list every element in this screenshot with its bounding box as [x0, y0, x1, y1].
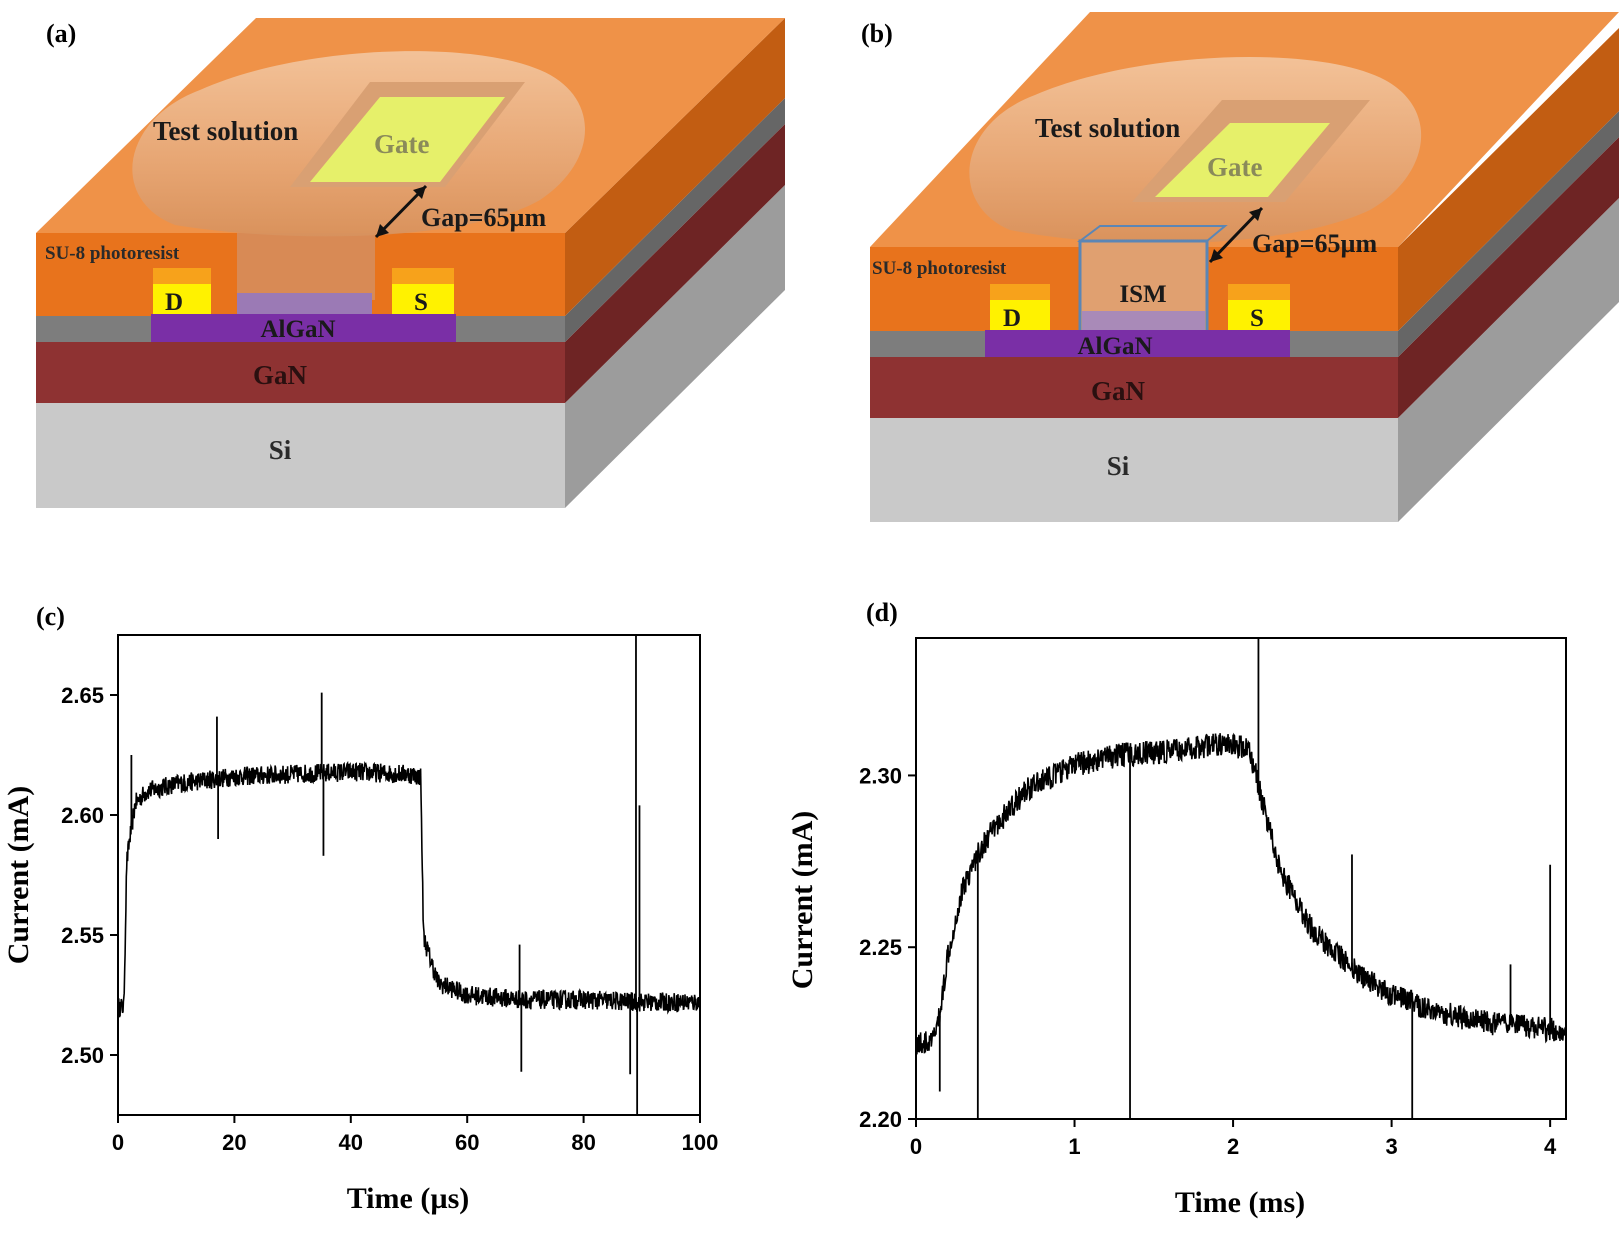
gap-arrow-head-2	[413, 186, 426, 199]
gap-arrow-head-2	[1249, 208, 1262, 221]
chart-c-y-axis-label: Current (mA)	[2, 786, 35, 965]
chart-c-y-tick-label: 2.65	[61, 683, 104, 708]
gan-layer-side	[565, 124, 785, 403]
gan-layer-front	[36, 342, 565, 403]
chart-d-y-tick-label: 2.30	[859, 763, 902, 788]
source-label: S	[414, 289, 428, 316]
chart-d-plot-frame	[915, 637, 1567, 1120]
chart-c: (c) Time (µs) Current (mA) 0 20 40 60 80 100 2…	[2, 602, 718, 1215]
si-label: Si	[269, 435, 292, 465]
chart-d-panel-label: (d)	[866, 598, 898, 627]
chart-d-x-tick-label: 0	[910, 1134, 922, 1159]
drain-contact-top	[153, 268, 211, 284]
chart-d-x-tick-label: 4	[1544, 1134, 1557, 1159]
chart-c-x-tick-label: 80	[571, 1130, 595, 1155]
gap-label: Gap=65µm	[1252, 229, 1377, 258]
channel-opening	[237, 233, 375, 300]
gap-label: Gap=65µm	[421, 203, 546, 232]
si-label: Si	[1107, 451, 1130, 481]
ism-top-outline	[1077, 225, 1228, 242]
ism-label: ISM	[1119, 281, 1166, 308]
drain-contact	[990, 300, 1050, 330]
si-layer-side	[1398, 198, 1619, 522]
gan-label: GaN	[1091, 376, 1146, 406]
chart-c-x-tick-label: 0	[112, 1130, 124, 1155]
si-layer-front	[870, 418, 1398, 522]
panel-b-device-diagram: (b) Test solution Gate Gap=65µm SU-8 pho…	[861, 12, 1619, 522]
gan-label: GaN	[253, 360, 308, 390]
drain-label: D	[1003, 305, 1021, 332]
algan-layer	[985, 330, 1290, 357]
algan-label: AlGaN	[261, 316, 336, 343]
source-contact	[1228, 300, 1290, 330]
chart-c-x-tick-label: 20	[222, 1130, 246, 1155]
panel-b-label: (b)	[861, 19, 893, 48]
gan-layer-front	[870, 357, 1398, 418]
chart-d-y-tick-label: 2.20	[859, 1107, 902, 1132]
source-contact-top	[392, 268, 454, 284]
chart-c-panel-label: (c)	[36, 602, 65, 631]
channel-bottom	[237, 293, 372, 314]
algan-label: AlGaN	[1078, 333, 1153, 360]
gate-electrode	[1155, 123, 1330, 197]
chart-d: (d) Time (ms) Current (mA) 0 1 2 3 4 2.20 2.25…	[786, 598, 1567, 1219]
chart-c-x-tick-label: 60	[455, 1130, 479, 1155]
gate-electrode	[310, 97, 505, 182]
panel-a-device-diagram: (a) Test solution Gate	[36, 18, 785, 508]
chart-c-plot-frame	[117, 634, 701, 1116]
source-label: S	[1250, 305, 1264, 332]
gate-label: Gate	[1207, 152, 1262, 182]
su8-label: SU-8 photoresist	[45, 243, 180, 264]
drain-contact	[153, 284, 211, 314]
gap-arrow-head-1	[1210, 249, 1223, 262]
gate-label: Gate	[374, 129, 429, 159]
chart-d-series-current	[915, 732, 1567, 1055]
su8-label: SU-8 photoresist	[872, 258, 1007, 279]
chart-c-x-tick-label: 100	[682, 1130, 719, 1155]
source-contact	[392, 284, 454, 314]
gap-arrow-head-1	[376, 224, 389, 237]
si-layer-side	[565, 185, 785, 508]
test-solution-label: Test solution	[1035, 113, 1180, 143]
chart-d-y-axis-label: Current (mA)	[786, 811, 819, 990]
test-solution-label: Test solution	[153, 116, 298, 146]
chart-d-x-tick-label: 2	[1227, 1134, 1239, 1159]
chart-c-y-tick-label: 2.50	[61, 1043, 104, 1068]
su8-layer-side	[565, 18, 785, 316]
source-contact-top	[1228, 284, 1290, 300]
chart-d-y-tick-label: 2.25	[859, 935, 902, 960]
gan-layer-side	[1398, 137, 1619, 418]
drain-contact-top	[990, 284, 1050, 300]
chart-c-y-tick-label: 2.60	[61, 803, 104, 828]
panel-a-label: (a)	[46, 19, 76, 48]
chart-c-series-current	[117, 760, 701, 1018]
su8-layer-side	[1398, 28, 1619, 331]
chart-d-x-tick-label: 1	[1068, 1134, 1080, 1159]
chart-d-x-tick-label: 3	[1385, 1134, 1397, 1159]
gap-arrow	[1208, 206, 1264, 264]
chart-c-x-tick-label: 40	[339, 1130, 363, 1155]
chart-d-x-axis-label: Time (ms)	[1175, 1186, 1305, 1219]
algan-layer	[151, 314, 456, 342]
si-layer-front	[36, 403, 565, 508]
chart-c-x-axis-label: Time (µs)	[347, 1182, 470, 1215]
chart-c-y-tick-label: 2.55	[61, 923, 104, 948]
gray-layer-side	[565, 98, 785, 342]
ism-bottom	[1082, 311, 1205, 332]
drain-label: D	[165, 289, 183, 316]
gray-layer-side	[1398, 111, 1619, 357]
